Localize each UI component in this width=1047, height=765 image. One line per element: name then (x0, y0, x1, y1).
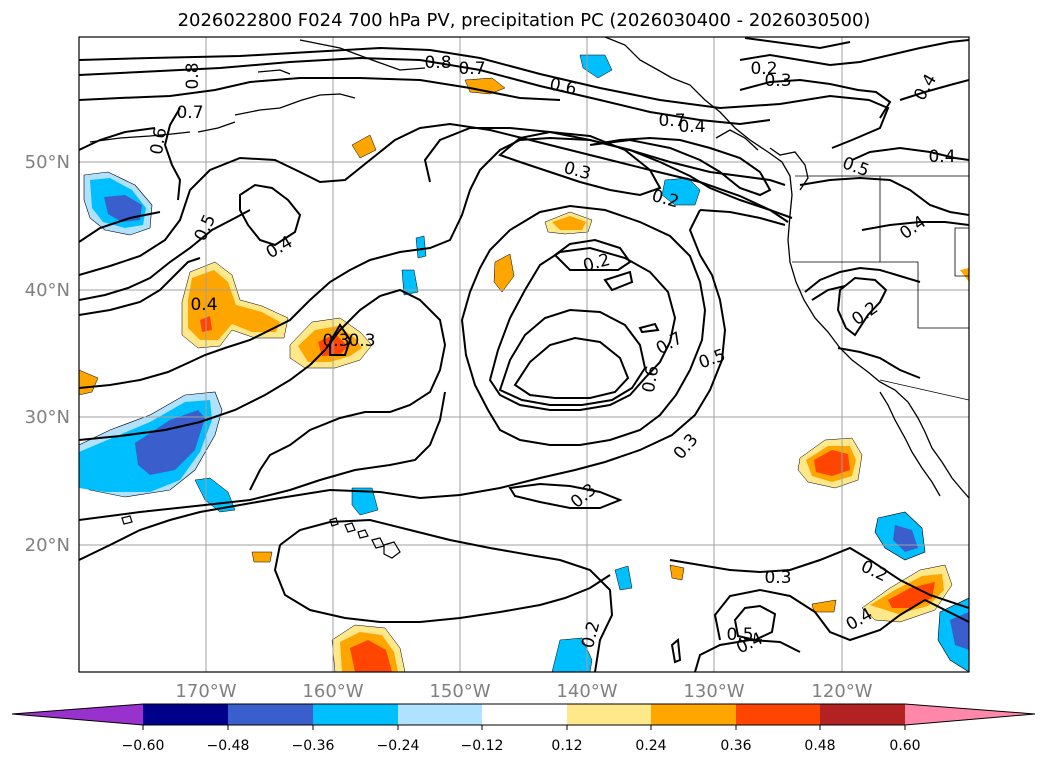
contour-label: 0.7 (458, 59, 485, 79)
coastlines (89, 37, 969, 499)
negative-anomaly-small (579, 54, 613, 79)
colorbar-tick-marks (142, 725, 906, 730)
positive-anomaly-blob-170w (181, 261, 289, 349)
graticule (79, 37, 969, 672)
lat-label: 30°N (25, 407, 70, 428)
colorbar-segment (482, 704, 567, 725)
contour-label: 0.3 (764, 568, 791, 588)
hawaii-islands (121, 515, 401, 559)
longitude-labels: 170°W 160°W 150°W 140°W 130°W 120°W (175, 681, 872, 702)
lat-label: 40°N (25, 280, 70, 301)
latitude-labels: 50°N 40°N 30°N 20°N (25, 152, 70, 556)
colorbar-tick-label: −0.36 (292, 738, 335, 754)
positive-anomaly-small (811, 599, 837, 613)
political-borders (792, 175, 969, 401)
map-panel: 0.8 0.7 0.6 0.3 0.2 0.4 0.6 0.7 0.5 0.4 … (25, 36, 970, 702)
colorbar-segment (143, 704, 228, 725)
colorbar-tick-label: −0.24 (377, 738, 420, 754)
negative-anomaly-small (415, 235, 427, 259)
lon-label: 130°W (683, 681, 744, 702)
colorbar: −0.60 −0.48 −0.36 −0.24 −0.12 0.12 0.24 … (11, 703, 1036, 754)
positive-anomaly-small-core (552, 216, 586, 230)
positive-anomaly-small (960, 268, 969, 282)
positive-anomaly-small (493, 253, 515, 293)
positive-anomaly-small (79, 369, 99, 396)
lon-label: 150°W (429, 681, 490, 702)
colorbar-segment (736, 704, 820, 725)
contour-label: 0.4 (678, 117, 705, 137)
colorbar-tick-label: 0.48 (804, 738, 835, 754)
contour-label: 0.4 (928, 147, 955, 167)
lat-label: 50°N (25, 152, 70, 173)
contour-label: 0.6 (147, 126, 171, 156)
contour-label: 0.4 (190, 295, 217, 315)
contour-label: 0.5 (726, 625, 753, 645)
map-background (79, 37, 969, 672)
pv-contours (79, 37, 969, 672)
contour-label: 0.7 (658, 111, 685, 131)
colorbar-segment (398, 704, 482, 725)
lon-label: 160°W (302, 681, 363, 702)
colorbar-tick-label: −0.60 (122, 738, 165, 754)
lon-label: 170°W (175, 681, 236, 702)
positive-anomaly-small (251, 551, 273, 563)
colorbar-segment (313, 704, 398, 725)
contour-label: 0.7 (176, 103, 203, 123)
contour-label: 0.3 (764, 71, 791, 91)
contour-label: 0.2 (750, 59, 777, 79)
positive-anomaly-small (669, 564, 685, 581)
negative-anomaly-small (351, 487, 379, 516)
negative-anomaly-small (614, 565, 633, 591)
contour-label: 0.3 (322, 331, 349, 351)
negative-anomaly-se-core (950, 612, 969, 650)
lat-label: 20°N (25, 535, 70, 556)
negative-anomaly-small (401, 269, 419, 296)
negative-anomaly-south (551, 637, 593, 672)
positive-anomaly-blob-south (331, 624, 406, 672)
colorbar-segment (567, 704, 651, 725)
positive-anomaly-blob-125w (797, 437, 863, 489)
positive-anomaly-blob-sw-mexico (861, 564, 953, 623)
contour-label: 0.8 (183, 62, 203, 89)
contour-label: 0.3 (348, 331, 375, 351)
colorbar-tick-label: −0.12 (461, 738, 504, 754)
contour-label: 0.6 (639, 364, 663, 394)
lon-label: 140°W (556, 681, 617, 702)
colorbar-tick-label: 0.24 (635, 738, 666, 754)
colorbar-extend-max (905, 704, 1035, 725)
contour-label: 0.8 (424, 53, 451, 73)
colorbar-extend-min (12, 704, 143, 725)
map-title: 2026022800 F024 700 hPa PV, precipitatio… (178, 10, 871, 31)
colorbar-tick-label: 0.36 (720, 738, 751, 754)
negative-anomaly-small (661, 177, 701, 206)
colorbar-segment (228, 704, 313, 725)
colorbar-tick-label: 0.12 (551, 738, 582, 754)
colorbar-segment (820, 704, 905, 725)
negative-anomaly-blob-west (79, 391, 223, 498)
map-frame (78, 36, 970, 673)
lon-label: 120°W (811, 681, 872, 702)
colorbar-segment (651, 704, 736, 725)
positive-anomaly-small (351, 134, 377, 159)
colorbar-tick-label: −0.48 (207, 738, 250, 754)
negative-anomaly-blob-nw (83, 171, 153, 236)
colorbar-tick-label: 0.60 (889, 738, 920, 754)
